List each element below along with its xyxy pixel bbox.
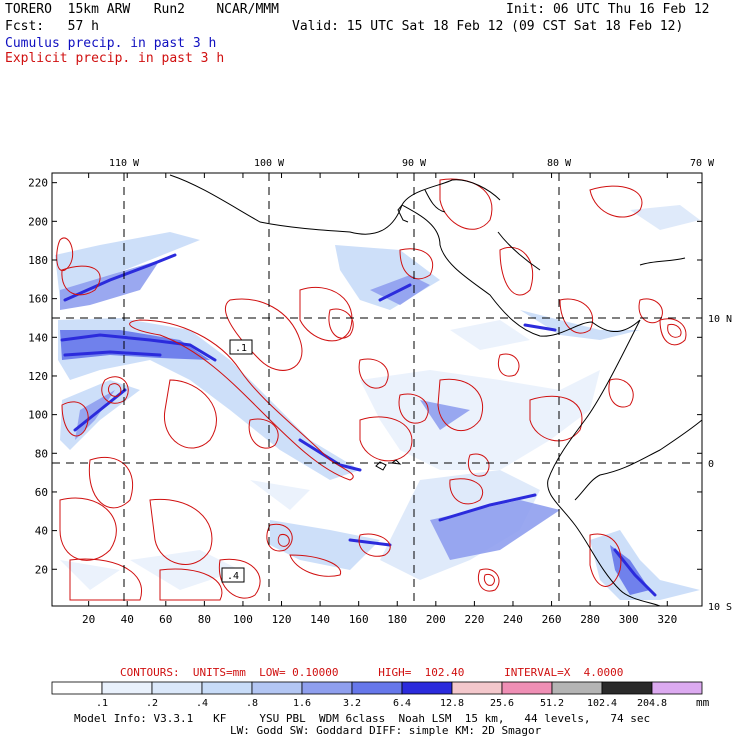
y-tick-label: 40 <box>35 525 48 538</box>
contours-info: CONTOURS: UNITS=mm LOW= 0.10000 HIGH= 10… <box>120 666 624 679</box>
legend-value: .2 <box>146 698 158 709</box>
y-tick-label: 140 <box>28 331 48 344</box>
x-tick-label: 320 <box>657 613 677 626</box>
latitude-label: 10 N <box>708 314 732 325</box>
forecast-hour: Fcst: 57 h <box>5 19 99 34</box>
legend-swatch <box>151 681 203 695</box>
explicit-precip-contours <box>56 178 687 601</box>
legend-value: 25.6 <box>490 698 514 709</box>
x-tick-label: 100 <box>233 613 253 626</box>
x-tick-label: 220 <box>464 613 484 626</box>
x-tick-label: 280 <box>580 613 600 626</box>
model-title: TORERO 15km ARW Run2 NCAR/MMM <box>5 2 279 17</box>
x-tick-label: 40 <box>121 613 134 626</box>
x-tick-label: 200 <box>426 613 446 626</box>
galapagos-islands <box>375 459 402 471</box>
longitude-label: 100 W <box>254 158 285 169</box>
y-tick-label: 180 <box>28 254 48 267</box>
latitude-label: 0 <box>708 459 714 470</box>
model-info: Model Info: V3.3.1 KF YSU PBL WDM 6class… <box>74 712 651 725</box>
legend-swatch <box>51 681 103 695</box>
y-tick-label: 220 <box>28 177 48 190</box>
x-tick-label: 240 <box>503 613 523 626</box>
contour-label-1: .1 <box>235 343 247 354</box>
legend-value: 6.4 <box>393 698 411 709</box>
legend-swatch <box>501 681 553 695</box>
y-tick-label: 100 <box>28 409 48 422</box>
legend-swatch <box>351 681 403 695</box>
y-tick-label: 120 <box>28 370 48 383</box>
cumulus-precip-shading <box>55 205 700 600</box>
legend-swatch <box>401 681 453 695</box>
legend-value: 204.8 <box>637 698 667 709</box>
y-tick-label: 80 <box>35 447 48 460</box>
x-tick-label: 80 <box>198 613 211 626</box>
coastlines <box>169 174 702 606</box>
legend-value: 51.2 <box>540 698 564 709</box>
longitude-label: 80 W <box>547 158 572 169</box>
legend-value: 3.2 <box>343 698 361 709</box>
legend-swatch <box>651 681 703 695</box>
y-tick-label: 160 <box>28 293 48 306</box>
valid-time: Valid: 15 UTC Sat 18 Feb 12 (09 CST Sat … <box>292 19 684 34</box>
legend-swatch <box>201 681 253 695</box>
legend-value: 1.6 <box>293 698 311 709</box>
contour-label-2: .4 <box>227 571 239 582</box>
legend-swatch <box>601 681 653 695</box>
latitude-label: 10 S <box>708 602 732 613</box>
y-tick-label: 200 <box>28 215 48 228</box>
explicit-field-label: Explicit precip. in past 3 h <box>5 51 225 66</box>
x-tick-label: 60 <box>159 613 172 626</box>
legend-swatch <box>451 681 503 695</box>
x-tick-label: 120 <box>272 613 292 626</box>
x-tick-label: 300 <box>619 613 639 626</box>
legend-swatch <box>301 681 353 695</box>
plot-frame <box>51 172 703 607</box>
longitude-label: 110 W <box>109 158 140 169</box>
legend-unit: mm <box>696 696 710 709</box>
heavy-precip-bands <box>60 253 657 597</box>
physics-info: LW: Godd SW: Goddard DIFF: simple KM: 2D… <box>230 724 542 737</box>
longitude-label: 90 W <box>402 158 427 169</box>
init-time: Init: 06 UTC Thu 16 Feb 12 <box>506 2 710 17</box>
legend-value: .8 <box>246 698 258 709</box>
legend-value: 12.8 <box>440 698 464 709</box>
x-tick-label: 140 <box>310 613 330 626</box>
y-tick-label: 60 <box>35 486 48 499</box>
x-tick-label: 180 <box>387 613 407 626</box>
y-tick-label: 20 <box>35 563 48 576</box>
legend-value: 102.4 <box>587 698 617 709</box>
legend-value: .1 <box>96 698 108 709</box>
x-tick-label: 260 <box>542 613 562 626</box>
cumulus-field-label: Cumulus precip. in past 3 h <box>5 36 217 51</box>
x-tick-label: 20 <box>82 613 95 626</box>
legend-swatch <box>251 681 303 695</box>
legend-swatch <box>101 681 153 695</box>
lat-lon-grid <box>52 173 702 606</box>
legend-swatch <box>551 681 603 695</box>
longitude-label: 70 W <box>690 158 715 169</box>
x-tick-label: 160 <box>349 613 369 626</box>
legend-value: .4 <box>196 698 208 709</box>
